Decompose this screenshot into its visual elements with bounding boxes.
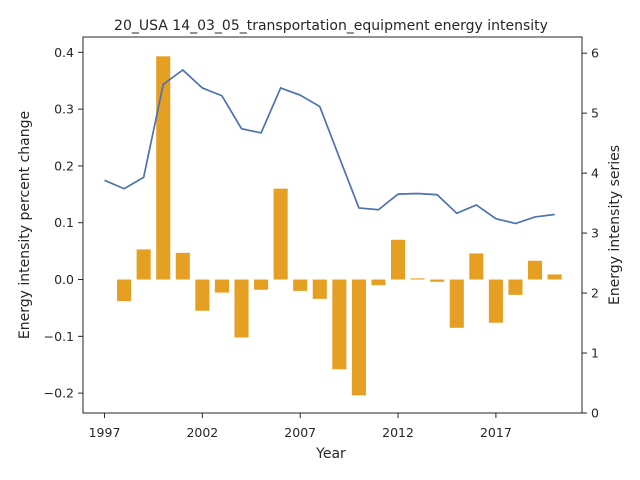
y-axis-left-title: Energy intensity percent change [17, 111, 33, 339]
bar-2006 [273, 188, 288, 280]
y-axis-right-ticks: 0 1 2 3 4 5 6 [582, 46, 599, 421]
x-axis-title: Year [315, 446, 346, 462]
bar-2018 [508, 279, 523, 295]
bar-2016 [469, 253, 484, 280]
bar-2002 [195, 279, 210, 311]
y-axis-left-ticks: −0.2 −0.1 0.0 0.1 0.2 0.3 0.4 [44, 45, 83, 401]
bar-2010 [351, 279, 366, 396]
x-axis-ticks: 1997 2002 2007 2012 2017 [89, 413, 512, 440]
bar-series [117, 56, 562, 396]
bar-1999 [136, 249, 151, 280]
y-right-tick-label: 5 [591, 106, 599, 121]
bar-2017 [488, 279, 503, 323]
y-right-tick-label: 6 [591, 46, 599, 61]
bar-2012 [391, 239, 406, 280]
bar-2009 [332, 279, 347, 370]
x-tick-label: 2017 [480, 425, 512, 440]
bar-2019 [527, 260, 543, 280]
bar-2015 [449, 279, 464, 328]
y-left-tick-label: −0.1 [44, 329, 74, 344]
bar-2001 [175, 252, 190, 280]
bar-2000 [156, 56, 171, 280]
chart-title: 20_USA 14_03_05_transportation_equipment… [114, 18, 548, 34]
y-right-tick-label: 0 [591, 406, 599, 421]
bar-2014 [430, 279, 445, 282]
bar-2011 [371, 279, 386, 286]
x-tick-label: 2012 [382, 425, 414, 440]
bar-2004 [234, 279, 249, 338]
y-right-tick-label: 3 [591, 226, 599, 241]
y-right-tick-label: 4 [591, 166, 599, 181]
x-tick-label: 2007 [284, 425, 316, 440]
series-line [104, 68, 555, 225]
y-left-tick-label: 0.3 [54, 102, 74, 117]
bar-2008 [312, 279, 327, 299]
bar-2020 [547, 274, 562, 280]
y-left-tick-label: 0.1 [54, 215, 74, 230]
x-tick-label: 1997 [89, 425, 121, 440]
bar-2013 [410, 278, 425, 280]
x-tick-label: 2002 [186, 425, 218, 440]
y-right-tick-label: 1 [591, 346, 599, 361]
bar-1998 [117, 279, 132, 302]
y-left-tick-label: 0.4 [54, 45, 74, 60]
bar-2005 [254, 279, 269, 290]
y-left-tick-label: 0.2 [54, 158, 74, 173]
bar-2003 [214, 279, 229, 293]
y-left-tick-label: 0.0 [54, 272, 74, 287]
y-left-tick-label: −0.2 [44, 386, 74, 401]
y-axis-right-title: Energy intensity series [607, 145, 623, 305]
bar-2007 [293, 279, 308, 291]
y-right-tick-label: 2 [591, 286, 599, 301]
plot-frame [82, 36, 583, 414]
